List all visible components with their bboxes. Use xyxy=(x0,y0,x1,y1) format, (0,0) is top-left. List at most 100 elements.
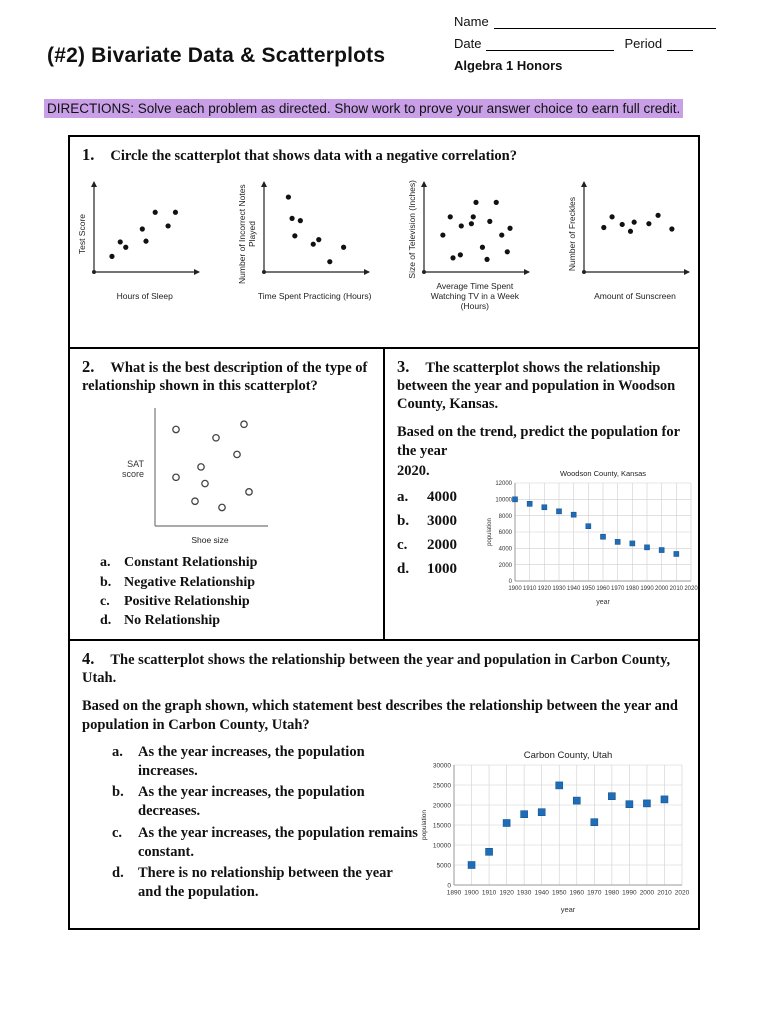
option-letter: a. xyxy=(112,744,123,760)
svg-text:population: population xyxy=(421,810,428,840)
svg-text:1910: 1910 xyxy=(523,586,537,592)
question-4-bottom: a. As the year increases, the population … xyxy=(70,735,698,920)
chart-canvas xyxy=(581,181,690,276)
option-text: There is no relationship between the yea… xyxy=(138,864,393,900)
svg-text:1900: 1900 xyxy=(464,890,479,897)
question-1-text: Circle the scatterplot that shows data w… xyxy=(110,147,517,164)
chart-canvas xyxy=(260,181,370,276)
chart-carbon-county-utah: 1890 1900 1910 1920 1930 1940 1950 1960 1970 1980… xyxy=(418,743,694,920)
name-label: Name xyxy=(454,14,489,29)
question-4-text: The scatterplot shows the relationship b… xyxy=(82,651,671,687)
q4-option-c[interactable]: c. As the year increases, the population … xyxy=(112,824,418,862)
q2-option-c[interactable]: c. Positive Relationship xyxy=(100,593,383,611)
option-letter: a. xyxy=(100,555,111,571)
option-text: Negative Relationship xyxy=(124,574,256,590)
question-1-head: 1. Circle the scatterplot that shows data… xyxy=(70,137,698,166)
scatterplot-incorrect-notes-vs-practice[interactable]: Number of Incorrect Notes Played Time Spe… xyxy=(237,179,372,311)
svg-text:0: 0 xyxy=(447,882,451,889)
question-2-head: 2. What is the best description of the ty… xyxy=(70,349,383,396)
q2-option-a[interactable]: a. Constant Relationship xyxy=(100,554,383,572)
y-axis-label: Size of Television (Inches) xyxy=(407,179,418,279)
date-period-line: Date Period xyxy=(454,36,716,51)
svg-text:1930: 1930 xyxy=(517,890,532,897)
option-letter: d. xyxy=(112,864,124,881)
chart-canvas: 1890 1900 1910 1920 1930 1940 1950 1960 1970 1980… xyxy=(421,750,690,914)
q4-option-b[interactable]: b. As the year increases, the population … xyxy=(112,783,418,821)
question-4-prompt: Based on the graph shown, which statemen… xyxy=(82,698,678,734)
q2-option-d[interactable]: d. No Relationship xyxy=(100,612,383,630)
option-letter: a. xyxy=(397,489,409,506)
option-letter: b. xyxy=(100,574,112,590)
svg-text:0: 0 xyxy=(509,579,513,585)
scatterplot-tv-size-vs-tv-time[interactable]: Size of Television (Inches) Average Time … xyxy=(407,179,532,311)
question-3-left: 2020. a. 4000 b. 3000 c. 2000 d. 1000 xyxy=(397,463,483,612)
svg-text:1970: 1970 xyxy=(611,586,625,592)
question-3-bottom: 2020. a. 4000 b. 3000 c. 2000 d. 1000 1900 19… xyxy=(385,461,698,612)
page-title: (#2) Bivariate Data & Scatterplots xyxy=(47,44,386,67)
chart-canvas xyxy=(420,181,530,276)
svg-text:Woodson County, Kansas: Woodson County, Kansas xyxy=(560,469,646,478)
svg-text:20000: 20000 xyxy=(433,802,451,809)
svg-text:1920: 1920 xyxy=(538,586,552,592)
svg-text:2000: 2000 xyxy=(499,563,513,569)
x-axis-label: Amount of Sunscreen xyxy=(594,290,676,301)
scatterplot-test-score-vs-sleep[interactable]: Test Score Hours of Sleep xyxy=(77,179,202,311)
question-3-options: a. 4000 b. 3000 c. 2000 d. 1000 xyxy=(397,488,483,579)
svg-text:30000: 30000 xyxy=(433,762,451,769)
svg-text:1920: 1920 xyxy=(499,890,514,897)
chart-woodson-county-kansas: 1900 1910 1920 1930 1940 1950 1960 1970 1980 1990… xyxy=(483,465,701,612)
svg-text:1930: 1930 xyxy=(552,586,566,592)
option-letter: d. xyxy=(100,613,112,629)
svg-text:1910: 1910 xyxy=(482,890,497,897)
option-letter: c. xyxy=(397,536,408,553)
q3-option-b[interactable]: b. 3000 xyxy=(397,512,483,532)
svg-text:year: year xyxy=(561,905,576,914)
q2-option-b[interactable]: b. Negative Relationship xyxy=(100,574,383,592)
question-3-text: The scatterplot shows the relationship b… xyxy=(397,359,676,413)
name-blank[interactable] xyxy=(493,15,716,29)
svg-text:5000: 5000 xyxy=(437,862,452,869)
question-4-head: 4. The scatterplot shows the relationship… xyxy=(70,641,698,688)
y-axis-label: Test Score xyxy=(77,213,87,255)
q3-option-c[interactable]: c. 2000 xyxy=(397,536,483,556)
directions-banner: DIRECTIONS: Solve each problem as direct… xyxy=(44,99,684,118)
option-text: As the year increases, the population de… xyxy=(138,784,365,820)
option-letter: b. xyxy=(112,784,124,801)
svg-text:12000: 12000 xyxy=(495,481,512,487)
scatterplot-freckles-vs-sunscreen[interactable]: Number of Freckles Amount of Sunscreen xyxy=(567,179,692,311)
chart-canvas xyxy=(154,408,268,527)
header: (#2) Bivariate Data & Scatterplots Name … xyxy=(0,0,768,73)
question-3-prompt: Based on the trend, predict the populati… xyxy=(397,424,680,460)
q4-option-a[interactable]: a. As the year increases, the population … xyxy=(112,743,418,781)
svg-text:8000: 8000 xyxy=(499,514,513,520)
option-letter: d. xyxy=(397,560,410,577)
name-field-line: Name xyxy=(454,14,716,29)
question-2-text: What is the best description of the type… xyxy=(82,359,368,395)
question-3-head: 3. The scatterplot shows the relationship… xyxy=(385,349,698,414)
period-blank[interactable] xyxy=(667,37,694,51)
svg-text:2020: 2020 xyxy=(684,586,698,592)
question-3-number: 3. xyxy=(397,356,410,376)
question-4-options: a. As the year increases, the population … xyxy=(84,737,418,920)
period-label: Period xyxy=(624,36,663,51)
question-2-number: 2. xyxy=(82,356,95,376)
svg-text:1990: 1990 xyxy=(622,890,637,897)
scatterplot-sat-vs-shoe-size: SAT score Shoe size xyxy=(108,405,383,546)
option-letter: c. xyxy=(100,594,110,610)
svg-text:6000: 6000 xyxy=(499,530,513,536)
date-blank[interactable] xyxy=(486,37,615,51)
option-text: 2000 xyxy=(427,536,457,553)
option-text: 3000 xyxy=(427,512,457,529)
q4-option-d[interactable]: d. There is no relationship between the y… xyxy=(112,864,418,902)
svg-text:1900: 1900 xyxy=(508,586,522,592)
date-label: Date xyxy=(454,36,482,51)
svg-text:4000: 4000 xyxy=(499,547,513,553)
course-name: Algebra 1 Honors xyxy=(454,58,563,73)
svg-text:2020: 2020 xyxy=(675,890,690,897)
q3-option-d[interactable]: d. 1000 xyxy=(397,560,483,580)
svg-text:population: population xyxy=(487,518,493,546)
question-4-cell: 4. The scatterplot shows the relationship… xyxy=(68,638,700,930)
chart-canvas: 1900 1910 1920 1930 1940 1950 1960 1970 1980 1990… xyxy=(487,469,698,606)
q3-option-a[interactable]: a. 4000 xyxy=(397,488,483,508)
student-info-block: Name Date Period Algebra 1 Honors xyxy=(454,14,716,73)
